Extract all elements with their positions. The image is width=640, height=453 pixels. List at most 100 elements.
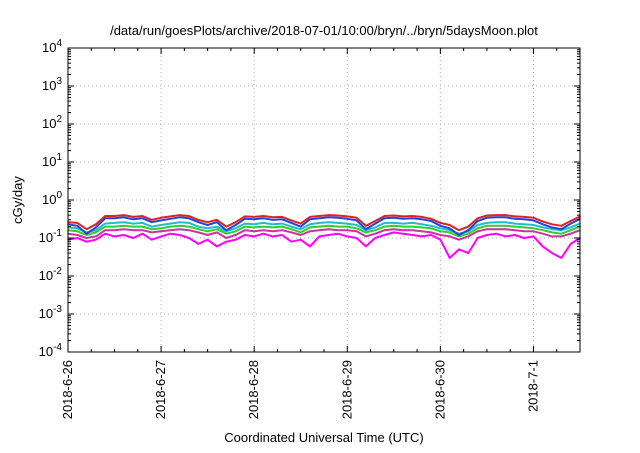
data-point [299, 222, 302, 225]
data-point [504, 214, 507, 216]
y-tick-label: 101 [42, 152, 62, 169]
data-point [234, 238, 237, 241]
data-point [160, 235, 162, 238]
series-line [67, 216, 581, 236]
data-point [532, 227, 535, 230]
data-point [337, 232, 339, 235]
data-point [411, 229, 414, 231]
data-point [448, 224, 451, 226]
data-point [95, 235, 97, 238]
data-point [234, 221, 237, 223]
series-0 [67, 214, 581, 232]
data-point [402, 225, 404, 228]
data-point [430, 234, 432, 236]
y-tick-label: 10-3 [39, 304, 63, 321]
series-4 [67, 228, 581, 241]
data-point [439, 230, 442, 233]
data-point [476, 220, 479, 222]
data-point [560, 232, 563, 235]
data-point [104, 222, 106, 225]
data-point [514, 229, 516, 231]
data-point [532, 224, 535, 226]
data-point [486, 225, 488, 227]
data-point [123, 214, 125, 216]
data-point [178, 216, 181, 219]
data-point [272, 235, 274, 238]
data-point [123, 221, 125, 223]
data-point [374, 229, 377, 231]
data-point [448, 235, 451, 238]
data-point [532, 235, 535, 238]
data-point [113, 222, 116, 224]
data-point [299, 234, 302, 236]
data-point [411, 234, 414, 236]
data-point [262, 215, 265, 217]
data-point [365, 235, 367, 238]
data-point [151, 221, 153, 223]
data-point [402, 232, 404, 235]
data-point [188, 225, 190, 228]
data-point [113, 215, 116, 217]
data-point [253, 230, 255, 233]
data-point [402, 218, 404, 220]
data-point [290, 231, 293, 234]
data-point [514, 215, 516, 218]
data-point [355, 227, 358, 230]
data-point [113, 225, 116, 228]
data-point [355, 237, 358, 239]
data-point [206, 227, 209, 230]
data-point [178, 214, 181, 216]
data-point [188, 215, 190, 217]
data-point [216, 219, 218, 221]
data-point [188, 217, 190, 220]
y-tick-label: 10-1 [39, 228, 63, 245]
data-point [551, 235, 553, 238]
data-point [244, 215, 246, 218]
chart-title: /data/run/goesPlots/archive/2018-07-01/1… [110, 23, 538, 38]
data-point [374, 237, 377, 239]
data-point [151, 231, 153, 234]
data-point [476, 217, 479, 220]
data-point [504, 225, 507, 227]
data-point [197, 243, 200, 245]
data-point [299, 228, 302, 230]
data-point [104, 229, 106, 231]
data-point [290, 225, 293, 228]
data-point [141, 222, 144, 224]
data-point [476, 237, 479, 239]
data-point [281, 218, 283, 221]
data-point [476, 227, 479, 230]
data-point [355, 230, 358, 233]
data-point [467, 252, 470, 254]
data-point [123, 216, 125, 219]
data-point [383, 222, 386, 224]
data-point [318, 215, 321, 217]
data-point [95, 223, 97, 226]
data-point [504, 228, 507, 230]
data-point [495, 216, 498, 219]
data-point [216, 231, 218, 234]
data-point [309, 245, 311, 248]
data-point [76, 222, 79, 224]
data-point [523, 226, 525, 229]
series-layer [67, 214, 581, 259]
data-point [178, 221, 181, 223]
data-point [290, 222, 293, 224]
data-point [132, 222, 134, 225]
data-point [132, 225, 134, 228]
data-point [346, 222, 349, 225]
data-point [495, 225, 498, 227]
data-point [337, 222, 339, 224]
data-point [104, 232, 106, 235]
data-point [337, 217, 339, 219]
data-point [290, 228, 293, 230]
data-point [234, 230, 237, 233]
data-point [104, 225, 106, 228]
data-point [85, 232, 88, 235]
data-point [504, 221, 507, 223]
data-point [402, 229, 404, 231]
data-point [383, 229, 386, 231]
data-point [514, 222, 516, 225]
data-point [486, 214, 488, 217]
data-point [430, 220, 432, 222]
